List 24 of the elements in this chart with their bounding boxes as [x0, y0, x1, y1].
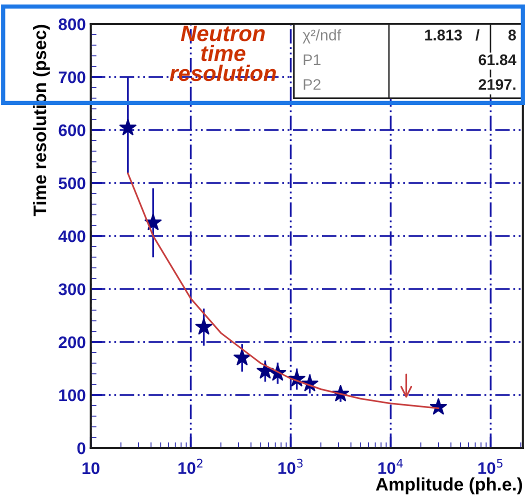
annotation: 1.813: [425, 30, 462, 40]
annotation: /: [476, 29, 480, 41]
annotation: 8: [508, 30, 516, 40]
annotation: P1: [304, 54, 320, 66]
y-tick-label: 400: [58, 230, 86, 242]
y-tick-label: 200: [58, 336, 86, 348]
y-tick-label: 0: [77, 442, 86, 454]
annotation: 61.84: [478, 54, 516, 66]
annotation: P2: [304, 79, 320, 90]
y-tick-label: 500: [58, 177, 86, 190]
y-tick-label: 600: [58, 124, 86, 136]
x-axis-title: Amplitude (ph.e.): [376, 477, 522, 494]
y-tick-label: 700: [58, 71, 86, 84]
y-tick-label: 300: [58, 283, 86, 296]
y-tick-label: 800: [58, 18, 86, 30]
y-axis-title: Time resolution (psec): [32, 24, 50, 216]
x-tick-label: 10$^{5}$: [478, 458, 502, 474]
x-tick-label: 10$^{4}$: [378, 458, 403, 474]
x-tick-label: 10: [82, 462, 100, 474]
annotation: χ²/ndf: [302, 29, 342, 44]
x-tick-label: 10$^{2}$: [178, 458, 202, 474]
x-tick-label: 10$^{3}$: [278, 458, 303, 474]
annotation: 2197.: [478, 79, 516, 90]
y-tick-label: 100: [59, 389, 86, 402]
